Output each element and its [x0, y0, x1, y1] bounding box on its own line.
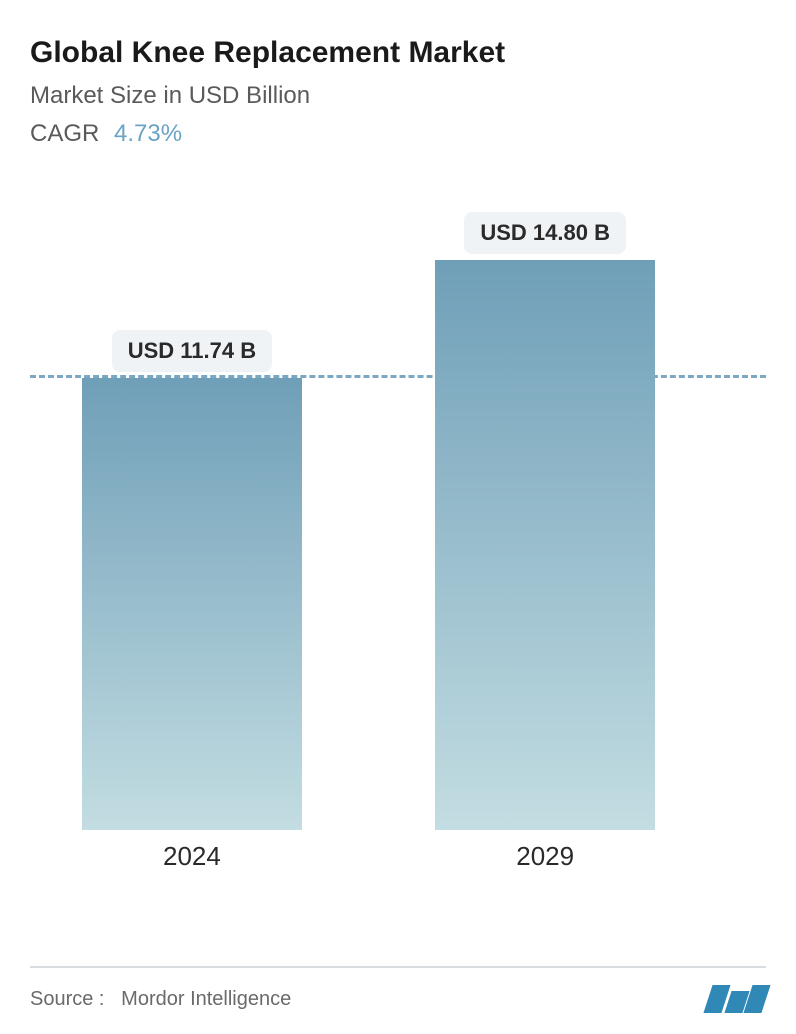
source-label: Source :: [30, 988, 104, 1010]
bar-value-badge: USD 11.74 B: [112, 330, 272, 372]
logo-block-3: [743, 985, 770, 1013]
bar-group: USD 14.80 B: [435, 212, 655, 830]
chart-subtitle: Market Size in USD Billion: [30, 82, 766, 110]
cagr-label: CAGR: [30, 120, 99, 147]
chart-area: USD 11.74 B 2024 USD 14.80 B 2029: [30, 200, 766, 934]
bar: [82, 378, 302, 830]
plot: USD 11.74 B 2024 USD 14.80 B 2029: [30, 200, 766, 880]
bar-value-badge: USD 14.80 B: [464, 212, 626, 254]
brand-logo: [708, 985, 766, 1013]
cagr-line: CAGR 4.73%: [30, 120, 766, 148]
source-name: Mordor Intelligence: [121, 988, 291, 1010]
x-axis-label: 2029: [516, 841, 574, 872]
bar: [435, 260, 655, 830]
footer: Source : Mordor Intelligence: [30, 966, 766, 1016]
bar-group: USD 11.74 B: [82, 330, 302, 830]
x-axis-label: 2024: [163, 841, 221, 872]
chart-title: Global Knee Replacement Market: [30, 36, 766, 70]
cagr-value: 4.73%: [114, 120, 182, 147]
source-text: Source : Mordor Intelligence: [30, 988, 291, 1011]
